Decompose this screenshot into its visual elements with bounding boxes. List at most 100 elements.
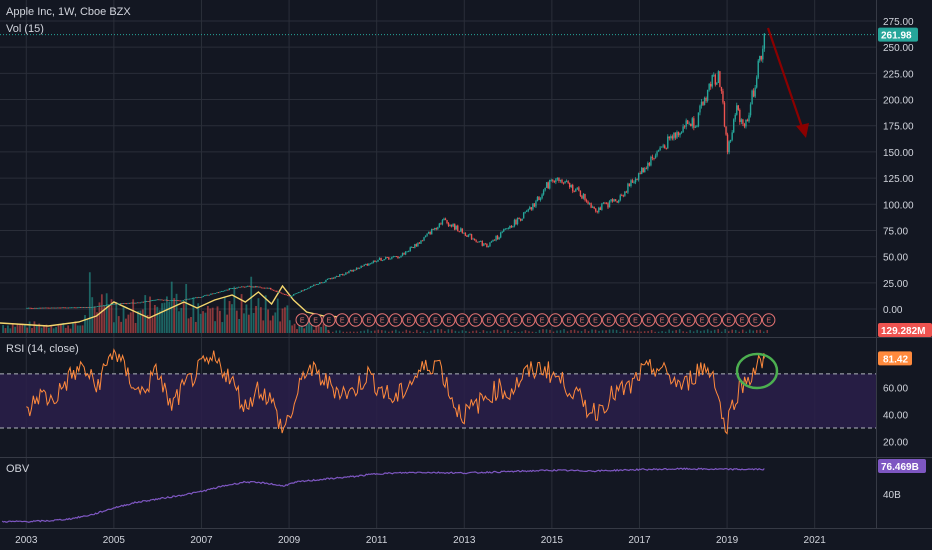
earnings-marker[interactable]: E bbox=[415, 313, 429, 327]
obv-axis[interactable]: 40B bbox=[883, 490, 901, 501]
volume-bar bbox=[419, 331, 422, 333]
volume-bar bbox=[257, 298, 260, 333]
earnings-marker[interactable]: E bbox=[748, 313, 763, 327]
time-axis-tick-label: 2021 bbox=[804, 535, 827, 546]
earnings-letter: E bbox=[593, 318, 598, 325]
volume-bar bbox=[180, 307, 183, 333]
earnings-marker[interactable]: E bbox=[668, 313, 683, 327]
candle-body bbox=[630, 180, 632, 187]
earnings-marker[interactable]: E bbox=[495, 313, 509, 327]
candle-body bbox=[624, 191, 626, 196]
candle-body bbox=[113, 303, 116, 305]
candle-body bbox=[256, 286, 258, 288]
earnings-circle bbox=[388, 313, 403, 327]
candle-body bbox=[512, 226, 514, 228]
candle-body bbox=[208, 294, 211, 296]
earnings-letter: E bbox=[673, 318, 678, 325]
candle-body bbox=[578, 187, 580, 191]
candle-body bbox=[657, 150, 660, 152]
earnings-marker[interactable]: E bbox=[695, 313, 709, 327]
candle-body bbox=[122, 303, 125, 304]
earnings-marker[interactable]: E bbox=[468, 313, 483, 327]
time-axis[interactable]: 2003 2005 2007 2009 2011 2013 2015 2017 2019 2021 bbox=[15, 535, 826, 546]
down-arrow-annotation[interactable] bbox=[766, 27, 809, 138]
candle-body bbox=[83, 307, 85, 308]
volume-bar bbox=[93, 306, 96, 333]
earnings-marker[interactable]: E bbox=[388, 313, 403, 327]
earnings-marker[interactable]: E bbox=[682, 313, 696, 327]
earnings-marker[interactable]: E bbox=[628, 313, 643, 327]
candle-body bbox=[176, 300, 178, 301]
volume-bar bbox=[62, 322, 65, 333]
rsi-title[interactable]: RSI (14, close) bbox=[6, 343, 79, 355]
volume-bar bbox=[598, 330, 600, 333]
earnings-marker[interactable]: E bbox=[708, 313, 723, 327]
earnings-marker[interactable]: E bbox=[322, 313, 336, 327]
volume-bar bbox=[335, 330, 338, 333]
volume-value: 129.282M bbox=[881, 326, 925, 337]
candle-body bbox=[412, 247, 414, 248]
candle-body bbox=[37, 307, 39, 309]
volume-bar bbox=[528, 331, 530, 333]
obv-title[interactable]: OBV bbox=[6, 463, 30, 475]
earnings-marker[interactable]: E bbox=[402, 313, 416, 327]
volume-bar bbox=[584, 329, 586, 333]
earnings-marker[interactable]: E bbox=[642, 313, 656, 327]
rsi-axis[interactable]: 60.00 40.00 20.00 bbox=[883, 383, 908, 448]
earnings-marker[interactable]: E bbox=[375, 313, 389, 327]
earnings-marker[interactable]: E bbox=[655, 313, 669, 327]
earnings-marker[interactable]: E bbox=[562, 313, 576, 327]
earnings-marker[interactable]: E bbox=[522, 313, 536, 327]
earnings-circle bbox=[375, 313, 389, 327]
earnings-marker[interactable]: E bbox=[602, 313, 616, 327]
candle-body bbox=[357, 267, 359, 269]
earnings-marker[interactable]: E bbox=[295, 313, 309, 327]
volume-bar bbox=[84, 315, 86, 333]
earnings-marker[interactable]: E bbox=[508, 313, 523, 327]
volume-bar bbox=[223, 297, 226, 333]
price-axis-tick-label: 50.00 bbox=[883, 253, 908, 264]
candle-body bbox=[406, 251, 408, 253]
earnings-marker[interactable]: E bbox=[535, 313, 549, 327]
candle-body bbox=[41, 307, 44, 309]
earnings-circle bbox=[402, 313, 416, 327]
earnings-marker[interactable]: E bbox=[308, 313, 323, 327]
earnings-marker[interactable]: E bbox=[735, 313, 749, 327]
candle-body bbox=[601, 203, 603, 210]
earnings-marker[interactable]: E bbox=[348, 313, 363, 327]
price-axis[interactable]: 275.00 250.00 225.00 200.00 175.00 150.00 125.… bbox=[883, 17, 914, 316]
volume-bar bbox=[120, 321, 123, 333]
earnings-marker[interactable]: E bbox=[428, 313, 443, 327]
earnings-marker[interactable]: E bbox=[482, 313, 496, 327]
earnings-marker[interactable]: E bbox=[761, 313, 776, 327]
time-axis-tick-label: 2009 bbox=[278, 535, 301, 546]
volume-title[interactable]: Vol (15) bbox=[6, 23, 44, 35]
symbol-title[interactable]: Apple Inc, 1W, Cboe BZX bbox=[6, 6, 131, 18]
earnings-marker[interactable]: E bbox=[455, 313, 469, 327]
candle-body bbox=[342, 274, 344, 276]
earnings-marker[interactable]: E bbox=[548, 313, 563, 327]
earnings-marker[interactable]: E bbox=[362, 313, 376, 327]
volume-bar bbox=[538, 329, 541, 333]
candle-body bbox=[490, 241, 493, 243]
earnings-marker[interactable]: E bbox=[335, 313, 349, 327]
earnings-marker[interactable]: E bbox=[575, 313, 589, 327]
candle-body bbox=[335, 276, 338, 277]
earnings-marker[interactable]: E bbox=[588, 313, 603, 327]
candle-body bbox=[723, 102, 726, 127]
price-axis-tick-label: 125.00 bbox=[883, 174, 914, 185]
volume-bar bbox=[682, 331, 684, 333]
earnings-marker[interactable]: E bbox=[442, 313, 456, 327]
earnings-marker[interactable]: E bbox=[615, 313, 629, 327]
volume-bar bbox=[291, 325, 294, 333]
rsi-peak-circle-annotation[interactable] bbox=[735, 352, 779, 390]
earnings-marker[interactable]: E bbox=[722, 313, 736, 327]
candle-body bbox=[121, 303, 123, 305]
candle-body bbox=[575, 188, 577, 192]
volume-bar bbox=[132, 299, 135, 333]
volume-bar bbox=[72, 323, 74, 333]
candle-body bbox=[742, 119, 744, 124]
candle-body bbox=[142, 301, 145, 303]
